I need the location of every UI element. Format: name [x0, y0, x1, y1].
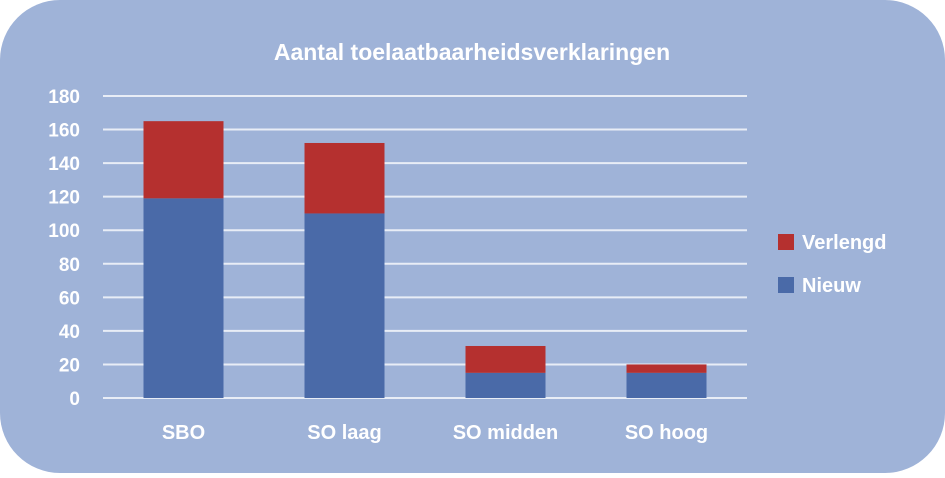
legend: Verlengd Nieuw	[778, 232, 886, 297]
y-tick-label: 180	[48, 87, 80, 108]
legend-swatch-nieuw	[778, 277, 794, 293]
legend-label-verlengd: Verlengd	[802, 232, 886, 254]
y-tick-label: 0	[69, 389, 80, 410]
bar-segment-nieuw	[143, 198, 224, 398]
y-tick-label: 20	[59, 355, 80, 376]
y-tick-label: 60	[59, 288, 80, 309]
bar-segment-verlengd	[465, 345, 546, 373]
legend-label-nieuw: Nieuw	[802, 275, 861, 297]
bar-segment-nieuw	[626, 372, 707, 398]
y-axis-ticks: 0 20 40 60 80 100 120 140 160 180	[48, 87, 80, 410]
y-tick-label: 160	[48, 121, 80, 142]
y-tick-label: 120	[48, 188, 80, 209]
bar-segment-verlengd	[304, 142, 385, 214]
bar-segment-nieuw	[304, 213, 385, 398]
x-tick-label: SO laag	[307, 422, 381, 444]
x-axis-ticks: SBO SO laag SO midden SO hoog	[162, 422, 708, 444]
legend-swatch-verlengd	[778, 234, 794, 250]
bar-segment-verlengd	[143, 121, 224, 199]
y-tick-label: 100	[48, 221, 80, 242]
bar-segment-nieuw	[465, 372, 546, 398]
bars	[143, 121, 707, 398]
bar-segment-verlengd	[626, 364, 707, 373]
y-tick-label: 40	[59, 322, 80, 343]
x-tick-label: SBO	[162, 422, 205, 444]
y-tick-label: 80	[59, 255, 80, 276]
x-tick-label: SO midden	[453, 422, 559, 444]
chart-title: Aantal toelaatbaarheidsverklaringen	[274, 39, 670, 65]
x-tick-label: SO hoog	[625, 422, 708, 444]
y-tick-label: 140	[48, 154, 80, 175]
